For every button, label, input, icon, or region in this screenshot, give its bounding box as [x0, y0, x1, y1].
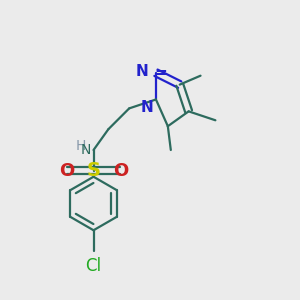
Text: H: H [76, 140, 86, 153]
Text: N: N [140, 100, 153, 115]
Text: S: S [86, 161, 100, 180]
Text: =: = [154, 64, 167, 80]
Text: Cl: Cl [85, 257, 102, 275]
Text: N: N [81, 143, 91, 157]
Text: O: O [113, 162, 128, 180]
Text: N: N [136, 64, 148, 79]
Text: O: O [59, 162, 74, 180]
